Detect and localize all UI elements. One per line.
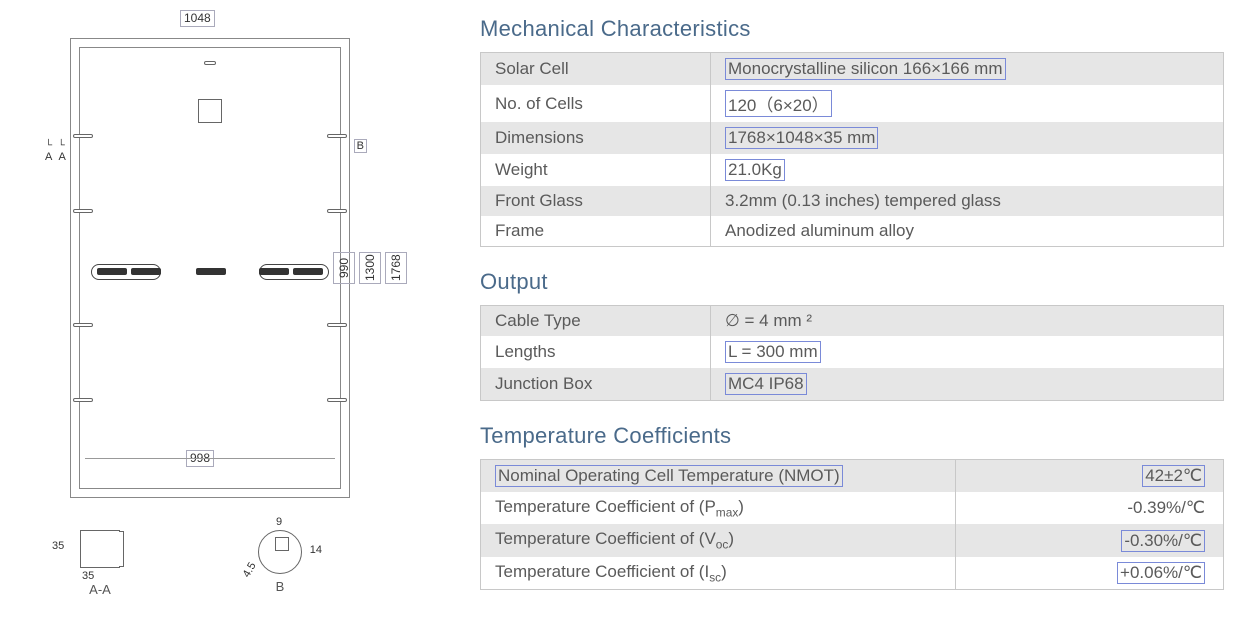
mount-slot xyxy=(73,209,93,213)
spec-key: Solar Cell xyxy=(481,53,711,86)
table-row: FrameAnodized aluminum alloy xyxy=(481,216,1224,247)
spec-value: -0.39%/℃ xyxy=(955,492,1223,524)
spec-key: Temperature Coefficient of (Pmax) xyxy=(481,492,956,524)
temp-title: Temperature Coefficients xyxy=(480,423,1224,449)
table-row: Temperature Coefficient of (Voc)-0.30%/℃ xyxy=(481,524,1224,556)
mount-slot xyxy=(73,323,93,327)
output-title: Output xyxy=(480,269,1224,295)
spec-value: +0.06%/℃ xyxy=(955,557,1223,590)
spec-key: Cable Type xyxy=(481,306,711,337)
mount-slot xyxy=(327,209,347,213)
temp-table: Nominal Operating Cell Temperature (NMOT… xyxy=(480,459,1224,590)
output-table: Cable Type∅ = 4 mm ²LengthsL = 300 mmJun… xyxy=(480,305,1224,401)
table-row: Temperature Coefficient of (Isc)+0.06%/℃ xyxy=(481,557,1224,590)
junction-box-icon xyxy=(198,99,222,123)
section-marks-aa: └ └ A A xyxy=(45,139,66,163)
mount-slot xyxy=(327,398,347,402)
panel-diagram: 1048 └ xyxy=(50,10,420,612)
section-aa: 35 35 A-A xyxy=(70,530,130,597)
spec-key: Front Glass xyxy=(481,186,711,216)
spec-value: 1768×1048×35 mm xyxy=(711,122,1224,154)
mount-slot xyxy=(73,134,93,138)
spec-value: Monocrystalline silicon 166×166 mm xyxy=(711,53,1224,86)
mount-slot xyxy=(327,134,347,138)
spec-value: ∅ = 4 mm ² xyxy=(711,306,1224,337)
mech-title: Mechanical Characteristics xyxy=(480,16,1224,42)
spec-key: Nominal Operating Cell Temperature (NMOT… xyxy=(481,460,956,493)
dim-width: 1048 xyxy=(180,10,215,27)
spec-value: MC4 IP68 xyxy=(711,368,1224,401)
section-b: 9 14 4.5 B xyxy=(250,530,310,597)
table-row: Solar CellMonocrystalline silicon 166×16… xyxy=(481,53,1224,86)
spec-key: Weight xyxy=(481,154,711,186)
spec-key: Lengths xyxy=(481,336,711,368)
spec-key: No. of Cells xyxy=(481,85,711,122)
panel-outline: └ └ A A B 990 1300 1768 998 xyxy=(70,38,350,498)
table-row: Weight21.0Kg xyxy=(481,154,1224,186)
mount-slot xyxy=(327,323,347,327)
spec-key: Junction Box xyxy=(481,368,711,401)
spec-value: 120（6×20） xyxy=(711,85,1224,122)
table-row: Nominal Operating Cell Temperature (NMOT… xyxy=(481,460,1224,493)
table-row: Dimensions1768×1048×35 mm xyxy=(481,122,1224,154)
spec-key: Frame xyxy=(481,216,711,247)
vertical-dims: 990 1300 1768 xyxy=(333,252,407,284)
spec-value: Anodized aluminum alloy xyxy=(711,216,1224,247)
spec-tables: Mechanical Characteristics Solar CellMon… xyxy=(480,10,1224,612)
spec-key: Temperature Coefficient of (Isc) xyxy=(481,557,956,590)
table-row: LengthsL = 300 mm xyxy=(481,336,1224,368)
spec-value: -0.30%/℃ xyxy=(955,524,1223,556)
spec-key: Dimensions xyxy=(481,122,711,154)
table-row: Front Glass3.2mm (0.13 inches) tempered … xyxy=(481,186,1224,216)
table-row: Junction BoxMC4 IP68 xyxy=(481,368,1224,401)
table-row: Cable Type∅ = 4 mm ² xyxy=(481,306,1224,337)
top-slot xyxy=(204,61,216,65)
spec-value: 21.0Kg xyxy=(711,154,1224,186)
section-mark-b: B xyxy=(354,139,367,153)
spec-key: Temperature Coefficient of (Voc) xyxy=(481,524,956,556)
cable-group xyxy=(91,264,329,284)
mount-slot xyxy=(73,398,93,402)
table-row: No. of Cells120（6×20） xyxy=(481,85,1224,122)
spec-value: 42±2℃ xyxy=(955,460,1223,493)
spec-value: L = 300 mm xyxy=(711,336,1224,368)
spec-value: 3.2mm (0.13 inches) tempered glass xyxy=(711,186,1224,216)
mech-table: Solar CellMonocrystalline silicon 166×16… xyxy=(480,52,1224,247)
table-row: Temperature Coefficient of (Pmax)-0.39%/… xyxy=(481,492,1224,524)
cross-sections: 35 35 A-A 9 14 4.5 B xyxy=(70,530,310,597)
